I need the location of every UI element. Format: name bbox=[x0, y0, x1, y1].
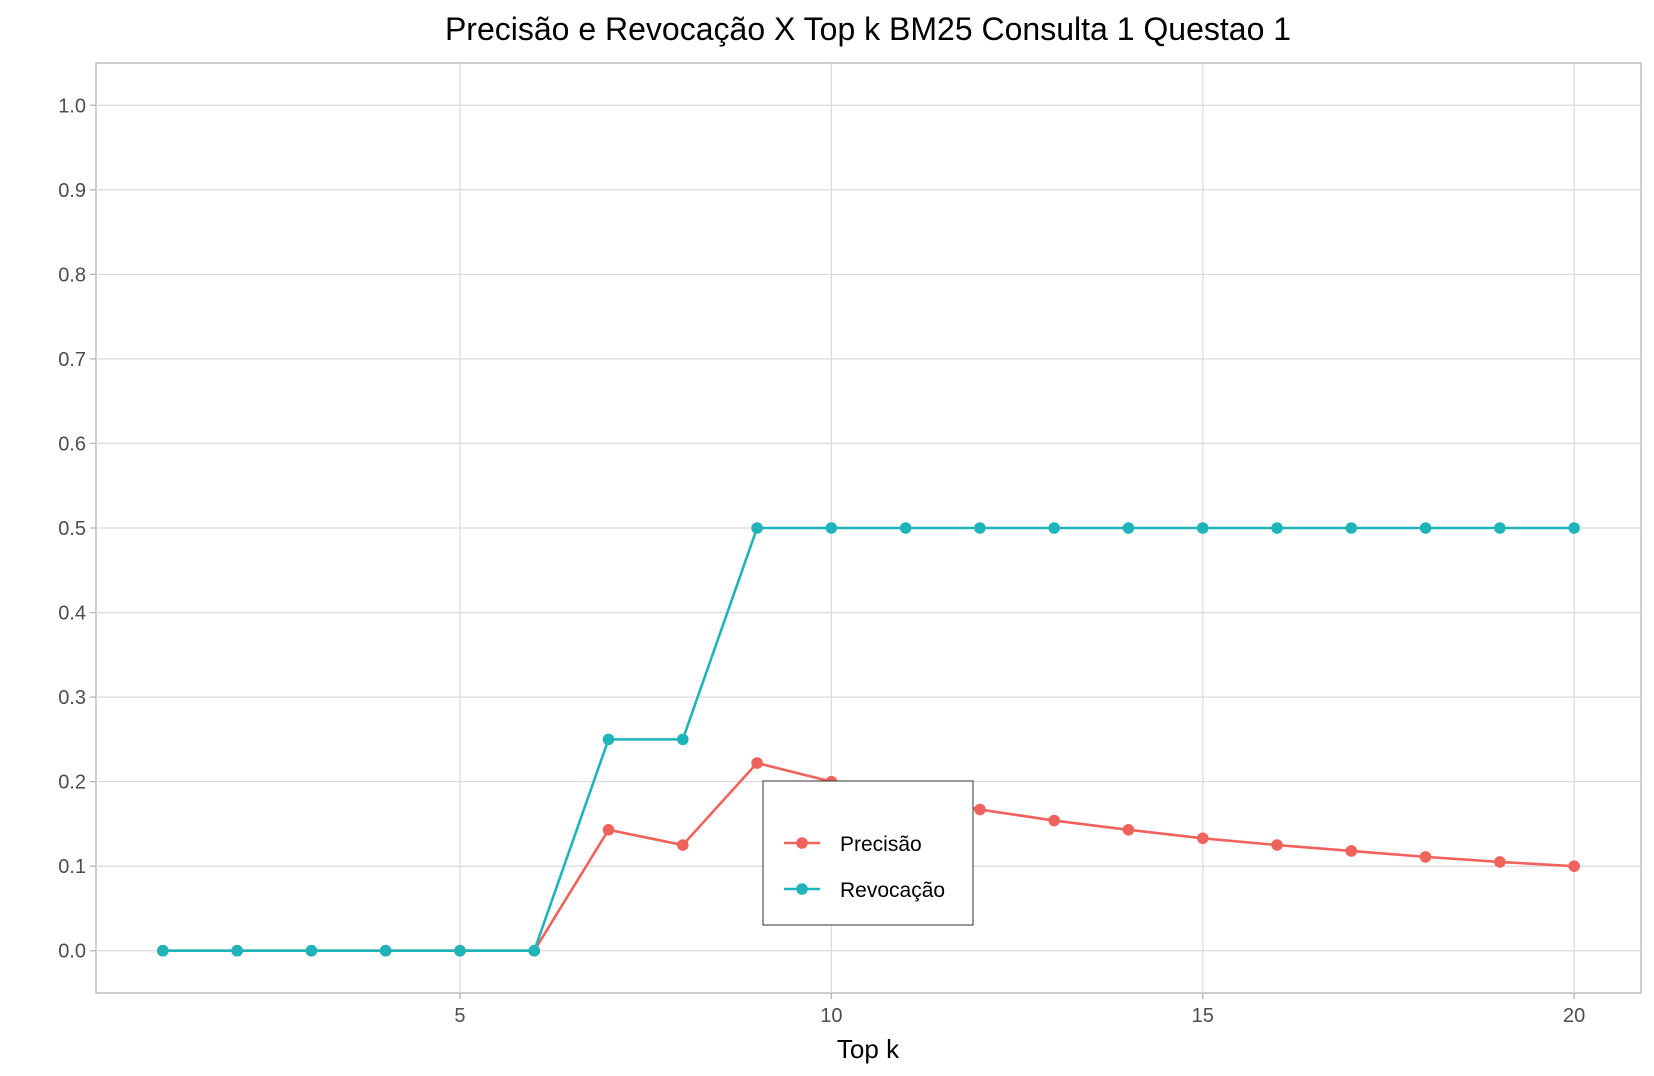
x-axis-title: Top k bbox=[837, 1034, 900, 1064]
data-point bbox=[677, 839, 689, 851]
legend-label: Precisão bbox=[840, 833, 922, 856]
data-point bbox=[1345, 522, 1358, 534]
y-tick-label: 0.4 bbox=[58, 603, 86, 625]
y-tick-label: 0.9 bbox=[58, 180, 86, 202]
data-point bbox=[1048, 522, 1060, 534]
data-point bbox=[1568, 860, 1580, 872]
data-point bbox=[1419, 522, 1432, 534]
y-tick-label: 0.6 bbox=[58, 433, 86, 455]
x-tick-label: 5 bbox=[454, 1005, 465, 1027]
data-point bbox=[1494, 522, 1506, 534]
data-point bbox=[974, 522, 986, 534]
legend: Precisão Revocação bbox=[762, 780, 974, 926]
data-point bbox=[751, 522, 763, 534]
y-tick-label: 0.8 bbox=[58, 264, 86, 286]
data-point bbox=[1196, 832, 1209, 845]
chart-title: Precisão e Revocação X Top k BM25 Consul… bbox=[445, 11, 1291, 47]
x-tick-label: 20 bbox=[1563, 1005, 1585, 1027]
y-tick-label: 0.2 bbox=[58, 772, 86, 794]
data-point bbox=[454, 944, 466, 957]
data-point bbox=[528, 944, 541, 957]
x-tick-label: 10 bbox=[820, 1005, 842, 1027]
y-tick-label: 0.5 bbox=[58, 518, 86, 540]
data-point bbox=[231, 944, 243, 957]
y-axis-ticks: 0.0 0.1 0.2 0.3 0.4 0.5 0.6 0.7 0.8 0.9 1.0 bbox=[58, 95, 96, 963]
data-point bbox=[1122, 522, 1135, 534]
y-tick-label: 0.3 bbox=[58, 687, 86, 709]
legend-marker bbox=[796, 837, 808, 849]
data-point bbox=[305, 944, 318, 957]
data-point bbox=[677, 733, 689, 746]
series-layer bbox=[157, 522, 1580, 957]
series-revocacao bbox=[157, 522, 1580, 957]
y-tick-label: 0.0 bbox=[58, 941, 86, 963]
data-point bbox=[751, 757, 763, 769]
data-point bbox=[825, 522, 838, 534]
data-point bbox=[1568, 522, 1580, 534]
series-line bbox=[162, 526, 1575, 953]
data-point bbox=[1419, 851, 1432, 863]
x-axis-ticks: 5 10 15 20 bbox=[454, 993, 1585, 1027]
data-point bbox=[899, 522, 912, 534]
data-point bbox=[1345, 845, 1358, 857]
data-point bbox=[1271, 522, 1283, 534]
data-point bbox=[379, 944, 392, 957]
data-point bbox=[974, 803, 986, 816]
y-tick-label: 1.0 bbox=[58, 95, 86, 117]
legend-marker bbox=[796, 883, 808, 895]
data-point bbox=[1494, 856, 1506, 868]
data-point bbox=[602, 733, 615, 746]
data-point bbox=[1196, 522, 1209, 534]
data-point bbox=[1048, 814, 1060, 827]
y-tick-label: 0.1 bbox=[58, 856, 86, 878]
data-point bbox=[602, 824, 615, 836]
data-point bbox=[1271, 839, 1283, 851]
x-tick-label: 15 bbox=[1192, 1005, 1214, 1027]
y-tick-label: 0.7 bbox=[58, 349, 86, 371]
data-point bbox=[157, 944, 169, 957]
data-point bbox=[1122, 824, 1135, 836]
legend-box bbox=[762, 780, 974, 926]
legend-label: Revocação bbox=[840, 879, 945, 902]
